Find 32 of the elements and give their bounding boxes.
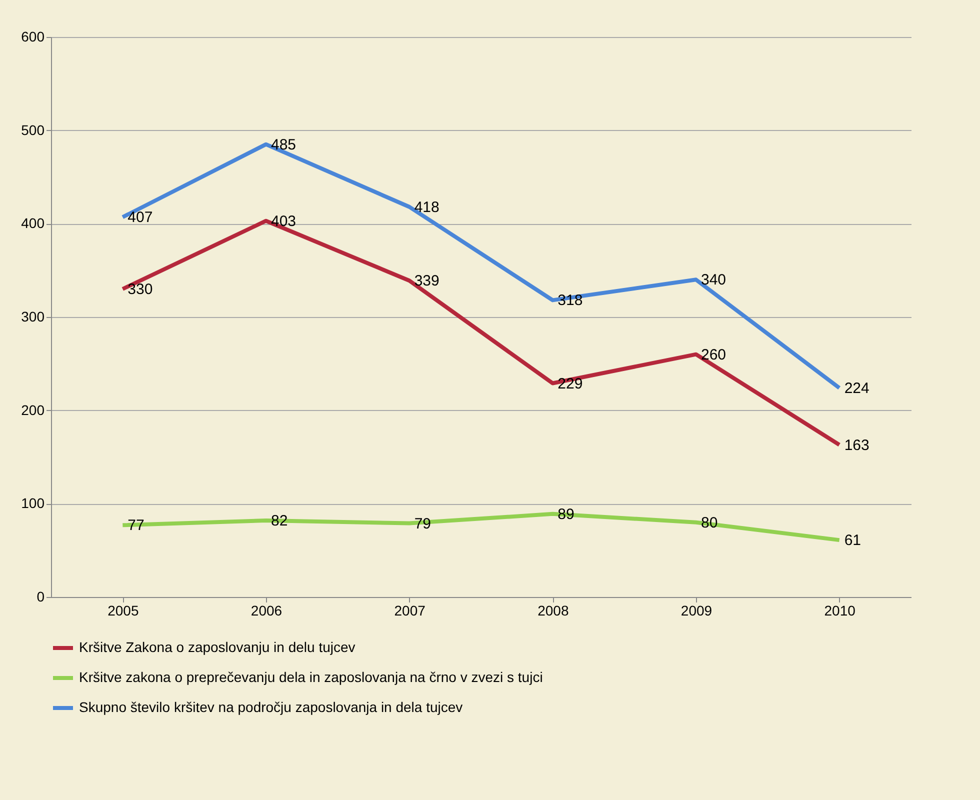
x-tick-label: 2007 [394, 602, 426, 618]
data-label: 403 [271, 212, 296, 230]
legend-label: Skupno število kršitev na področju zaposlovanja in dela tujcev [79, 699, 463, 715]
x-tick-label: 2010 [824, 602, 856, 618]
y-tick-label: 300 [21, 308, 45, 324]
data-label: 61 [844, 532, 862, 550]
data-label: 407 [128, 209, 153, 226]
data-label: 330 [128, 281, 153, 298]
x-tick-label: 2009 [680, 602, 712, 618]
data-label: 163 [844, 436, 870, 454]
legend-label: Kršitve Zakona o zaposlovanju in delu tujcev [79, 639, 356, 655]
y-tick-label: 600 [21, 28, 45, 44]
x-tick-label: 2005 [108, 602, 139, 618]
y-tick-label: 400 [21, 215, 45, 232]
y-tick-label: 0 [36, 588, 45, 604]
data-label: 79 [414, 515, 432, 532]
y-tick-label: 200 [21, 402, 45, 418]
y-tick-label: 500 [21, 122, 45, 138]
data-label: 77 [128, 517, 144, 534]
data-label: 485 [271, 136, 296, 154]
data-label: 224 [844, 380, 870, 397]
data-label: 89 [558, 506, 574, 523]
data-label: 80 [701, 514, 718, 532]
legend-label: Kršitve zakona o preprečevanju dela in zaposlovanja na črno v zvezi s tujci [79, 669, 543, 685]
data-label: 339 [414, 272, 440, 290]
data-label: 260 [701, 346, 726, 364]
data-label: 340 [701, 272, 726, 289]
y-tick-label: 100 [21, 495, 45, 512]
x-tick-label: 2008 [538, 602, 569, 618]
data-label: 82 [271, 512, 288, 530]
data-label: 418 [414, 198, 440, 216]
x-tick-label: 2006 [250, 602, 282, 618]
